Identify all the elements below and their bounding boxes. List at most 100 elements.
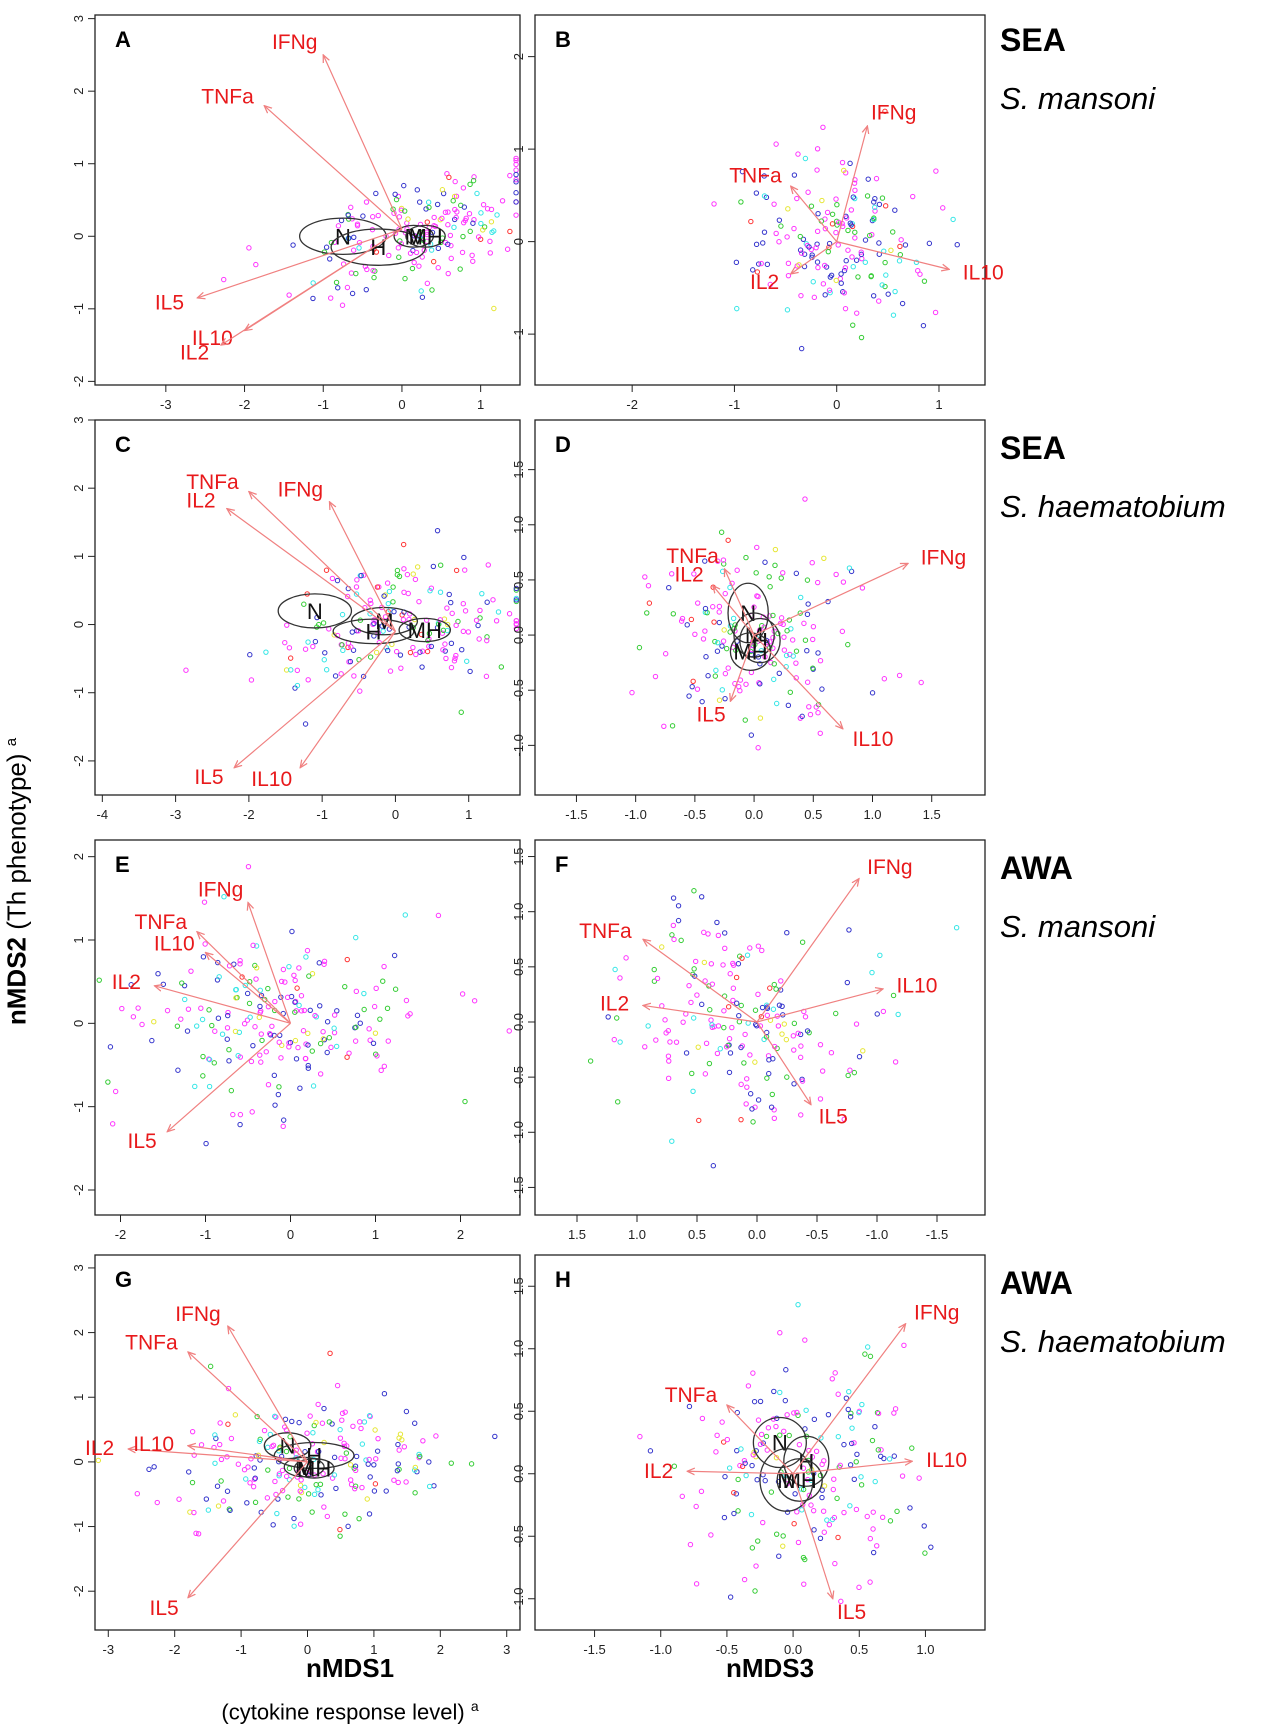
data-point [871,215,877,221]
vector-label: TNFa [579,920,632,943]
data-point [426,643,432,650]
data-point [347,658,354,665]
data-point [763,637,770,644]
vector-label: IL5 [155,291,184,314]
data-point [724,1436,731,1443]
data-point [730,615,737,622]
data-point [821,555,827,561]
data-point [506,1028,512,1034]
data-point [757,1441,764,1447]
y-axis-title: nMDS2 (Th phenotype) a [2,697,33,1067]
group-ellipse [759,1448,814,1512]
row-1-labels: SEA S. mansoni [1000,22,1284,117]
data-point [257,1052,263,1058]
y-tick-label: -1.0 [511,1588,526,1610]
data-point [218,1456,225,1463]
data-point [305,639,311,645]
data-point [225,1385,232,1392]
y-tick-label: 3 [71,1264,86,1271]
data-point [745,1020,751,1026]
data-point [872,204,878,211]
data-point [843,1395,850,1401]
panel-letter: F [555,852,568,877]
data-point [276,1471,283,1477]
data-point [443,655,449,662]
data-point [734,567,740,573]
data-point [711,201,717,207]
data-point [829,1376,835,1382]
data-point [426,204,432,211]
data-point [291,1515,297,1522]
data-point [266,1030,273,1037]
data-point [802,1014,809,1020]
data-point [252,1024,258,1030]
data-point [839,159,846,166]
data-point [617,975,623,981]
data-point [367,654,374,660]
x-tick-label: 0 [287,1227,294,1242]
data-point [853,1021,860,1027]
data-point [453,652,459,659]
data-point [270,1522,276,1528]
data-point [852,195,858,202]
points-layer [629,496,924,751]
data-point [817,657,824,664]
vector-label: IL2 [180,342,209,365]
data-point [203,1140,209,1147]
data-point [767,985,773,991]
data-point [324,1513,331,1520]
data-point [323,244,330,250]
data-point [280,966,287,973]
data-point [821,1483,828,1489]
data-point [776,239,782,245]
data-point [478,220,484,227]
data-point [333,1485,339,1492]
data-point [693,1503,699,1510]
data-point [764,1004,770,1010]
data-point [636,644,643,651]
data-point [232,1028,239,1035]
vector-arrow [228,1326,309,1463]
data-point [844,979,851,986]
data-point [426,1483,433,1490]
data-point [304,947,311,954]
x-tick-label: -4 [97,807,109,822]
data-point [869,969,875,976]
vector-label: IL10 [897,974,938,997]
data-point [818,1435,824,1441]
data-point [412,1490,418,1496]
data-point [411,1467,418,1473]
data-point [680,1019,686,1025]
data-point [722,670,729,677]
data-point [251,1465,257,1471]
data-point [305,677,311,683]
data-point [879,195,886,201]
data-point [669,723,676,729]
data-point [305,1062,311,1069]
data-point [896,672,903,679]
data-point [928,1544,934,1550]
data-point [428,643,435,650]
data-point [694,992,700,998]
data-point [806,244,812,250]
data-point [375,1435,381,1442]
data-point [862,237,869,243]
data-point [856,1584,862,1591]
data-point [417,1453,423,1460]
data-point [722,930,728,936]
data-point [784,1074,790,1080]
data-point [781,647,788,653]
data-point [462,608,469,614]
data-point [784,307,791,313]
data-point [489,229,495,236]
data-point [356,1515,362,1522]
data-point [130,1014,137,1020]
data-point [671,936,677,943]
data-point [723,645,730,652]
data-point [420,1438,426,1444]
data-point [271,1072,278,1079]
data-point [233,995,239,1001]
group-ellipse [783,1435,830,1487]
data-point [663,1030,669,1036]
